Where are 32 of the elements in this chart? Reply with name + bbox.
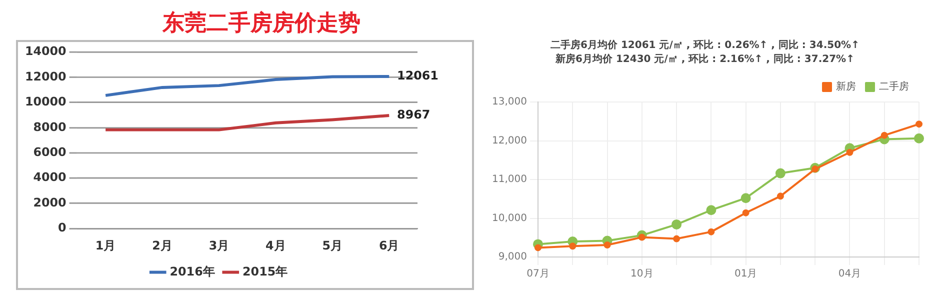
legend-label: 2016年: [170, 264, 215, 278]
x-tick-label: 04月: [838, 268, 862, 280]
y-tick-label: 9,000: [498, 252, 527, 263]
legend-label: 二手房: [879, 80, 909, 93]
legend-label: 新房: [836, 80, 856, 93]
y-tick-label: 4000: [33, 170, 66, 184]
chart-title: 东莞二手房房价走势: [161, 10, 362, 38]
data-label: 8967: [397, 108, 430, 122]
y-tick-label: 2000: [33, 195, 66, 210]
x-tick-label: 6月: [378, 238, 400, 253]
x-tick-label: 1月: [95, 238, 116, 253]
y-tick-label: 6000: [33, 145, 66, 159]
y-tick-label: 11,000: [492, 174, 527, 186]
x-tick-label: 4月: [266, 238, 286, 253]
legend-label: 2015年: [242, 264, 288, 278]
y-tick-label: 10,000: [492, 212, 527, 224]
y-tick-label: 12000: [24, 69, 66, 84]
chart-subtitle: 新房6月均价 12430 元/㎡ , 环比 : 2.16%↑ , 同比 : 37.27%↑: [554, 52, 856, 66]
chart-title: 二手房6月均价 12061 元/㎡ , 环比 : 0.26%↑ , 同比 : 34.50%↑: [550, 38, 860, 52]
x-tick-label: 01月: [734, 268, 758, 280]
x-tick-label: 2月: [152, 238, 172, 253]
y-tick-label: 14000: [24, 44, 66, 58]
y-tick-label: 10000: [24, 94, 66, 109]
y-tick-label: 8000: [33, 120, 66, 134]
x-tick-label: 3月: [208, 238, 230, 253]
x-tick-label: 5月: [322, 238, 343, 253]
y-tick-label: 12,000: [492, 135, 527, 146]
y-tick-label: 13,000: [492, 96, 527, 108]
y-tick-label: 0: [58, 220, 66, 235]
x-tick-label: 07月: [526, 268, 550, 280]
data-label: 12061: [397, 68, 438, 83]
x-tick-label: 10月: [630, 268, 654, 280]
